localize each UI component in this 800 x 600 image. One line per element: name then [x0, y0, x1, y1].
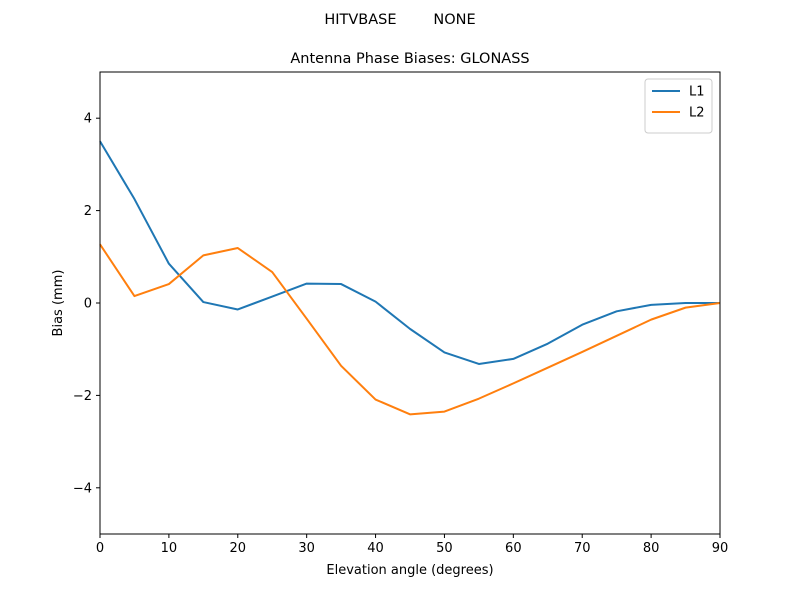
x-tick-label: 20: [230, 541, 247, 556]
figure-suptitle: HITVBASE NONE: [324, 12, 475, 28]
x-tick-label: 0: [96, 541, 104, 556]
x-tick-label: 50: [436, 541, 453, 556]
y-tick-label: 2: [84, 204, 92, 219]
y-tick-label: 4: [84, 112, 92, 127]
plot-frame: [99, 71, 721, 535]
x-tick-label: 40: [367, 541, 384, 556]
x-tick-label: 70: [574, 541, 591, 556]
y-tick-label: 0: [84, 297, 92, 312]
x-tick-label: 30: [298, 541, 315, 556]
y-axis-label: Bias (mm): [51, 270, 66, 337]
series-layer: [99, 140, 721, 416]
x-axis-label: Elevation angle (degrees): [326, 563, 493, 578]
legend-label-l2: L2: [689, 106, 705, 121]
legend-label-l1: L1: [689, 85, 705, 100]
legend-box: [644, 78, 713, 134]
x-tick-label: 60: [505, 541, 522, 556]
chart-title: Antenna Phase Biases: GLONASS: [290, 51, 529, 67]
x-tick-label: 10: [161, 541, 178, 556]
axes-layer: 0 10 20 30 40 50 60 70 80 90 −4 −2 0 2 4: [73, 71, 729, 556]
y-tick-label: −2: [73, 389, 92, 404]
x-tick-label: 90: [712, 541, 729, 556]
y-tick-label: −4: [73, 481, 92, 496]
x-tick-label: 80: [643, 541, 660, 556]
